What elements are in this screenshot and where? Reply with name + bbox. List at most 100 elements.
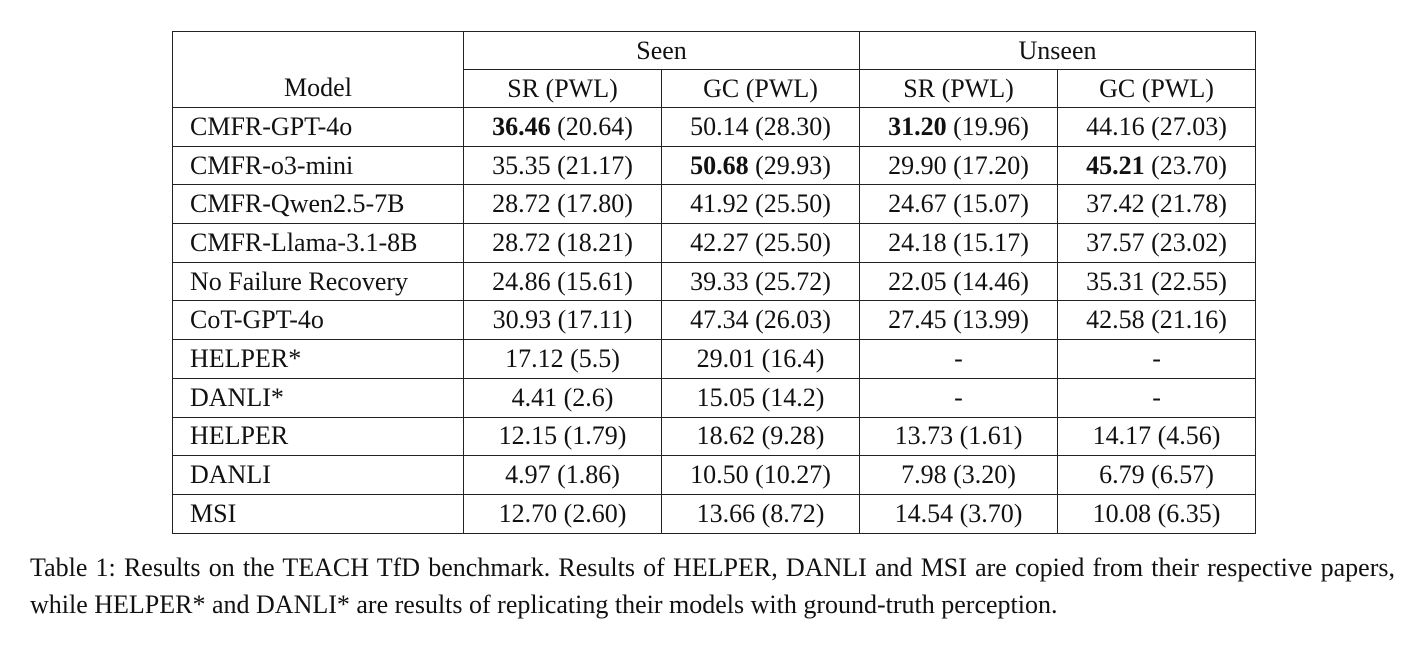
pwl-value: (6.57) — [1144, 460, 1214, 490]
table-row: CoT-GPT-4o 30.93 (17.11) 47.34 (26.03) 27.4… — [172, 300, 1257, 341]
score-value: - — [1152, 343, 1161, 373]
model-name-cell: CMFR-GPT-4o — [172, 107, 464, 147]
score-cell: 45.21 (23.70) — [1057, 146, 1257, 186]
score-cell: 4.97 (1.86) — [463, 455, 662, 495]
score-cell: 35.31 (22.55) — [1057, 262, 1257, 302]
score-value: 45.21 — [1086, 150, 1145, 180]
pwl-value: (5.5) — [563, 343, 620, 373]
score-value: 7.98 — [901, 460, 947, 490]
pwl-value: (17.11) — [551, 305, 633, 335]
table-row: CMFR-Qwen2.5-7B 28.72 (17.80) 41.92 (25.50… — [172, 184, 1257, 225]
score-value: 4.41 — [511, 382, 558, 412]
pwl-value: (25.72) — [748, 266, 831, 296]
score-cell: 47.34 (26.03) — [661, 300, 861, 341]
model-name-cell: CoT-GPT-4o — [172, 300, 464, 341]
score-cell: 50.14 (28.30) — [661, 107, 861, 147]
model-name-cell: No Failure Recovery — [172, 262, 464, 302]
score-cell: 29.90 (17.20) — [859, 146, 1059, 186]
pwl-value: (1.86) — [550, 460, 620, 490]
score-cell: 22.05 (14.46) — [859, 262, 1059, 302]
score-value: 6.79 — [1099, 460, 1145, 490]
pwl-value: (1.61) — [953, 421, 1023, 451]
table-row: DANLI* 4.41 (2.6) 15.05 (14.2) - - — [172, 378, 1257, 418]
score-cell: 14.17 (4.56) — [1057, 417, 1257, 457]
score-cell: 44.16 (27.03) — [1057, 107, 1257, 147]
group-header-unseen: Unseen — [859, 31, 1257, 70]
pwl-value: (18.21) — [550, 227, 633, 257]
pwl-value: (29.93) — [748, 150, 831, 180]
model-name-cell: DANLI* — [172, 378, 464, 418]
table-row: No Failure Recovery 24.86 (15.61) 39.33 (2… — [172, 262, 1257, 302]
pwl-value: (10.27) — [748, 460, 831, 490]
score-value: 35.31 — [1086, 266, 1145, 296]
results-table: Seen Unseen Model SR (PWL) GC (PWL) SR (… — [172, 31, 1257, 534]
score-cell: 28.72 (17.80) — [463, 184, 662, 225]
table-caption: Table 1: Results on the TEACH TfD benchm… — [30, 553, 1395, 619]
score-cell: 50.68 (29.93) — [661, 146, 861, 186]
score-value: 10.08 — [1092, 498, 1152, 528]
score-value: 22.05 — [888, 266, 947, 296]
score-cell: 14.54 (3.70) — [859, 494, 1059, 534]
pwl-value: (20.64) — [550, 111, 633, 141]
score-value: 14.54 — [894, 498, 954, 528]
column-header-unseen-gc: GC (PWL) — [1057, 69, 1257, 108]
pwl-value: (22.55) — [1144, 266, 1227, 296]
score-cell: - — [859, 339, 1059, 379]
score-cell: 4.41 (2.6) — [463, 378, 662, 418]
model-name-cell: DANLI — [172, 455, 464, 495]
score-cell: 37.42 (21.78) — [1057, 184, 1257, 225]
model-name-cell: CMFR-Llama-3.1-8B — [172, 223, 464, 263]
score-cell: 6.79 (6.57) — [1057, 455, 1257, 495]
pwl-value: (16.4) — [755, 343, 825, 373]
score-value: 44.16 — [1086, 111, 1145, 141]
table-row: CMFR-GPT-4o 36.46 (20.64) 50.14 (28.30) 31.… — [172, 107, 1257, 147]
score-cell: 39.33 (25.72) — [661, 262, 861, 302]
score-cell: 35.35 (21.17) — [463, 146, 662, 186]
pwl-value: (1.79) — [557, 421, 627, 451]
pwl-value: (15.17) — [946, 227, 1029, 257]
pwl-value: (15.61) — [550, 266, 633, 296]
model-name-cell: HELPER* — [172, 339, 464, 379]
score-cell: 7.98 (3.20) — [859, 455, 1059, 495]
score-value: 42.27 — [690, 227, 749, 257]
score-value: 36.46 — [492, 111, 551, 141]
score-value: 24.67 — [888, 189, 947, 219]
pwl-value: (13.99) — [946, 305, 1029, 335]
score-cell: - — [1057, 378, 1257, 418]
score-cell: 36.46 (20.64) — [463, 107, 662, 147]
score-value: 14.17 — [1092, 421, 1152, 451]
model-name-cell: CMFR-Qwen2.5-7B — [172, 184, 464, 225]
score-value: 12.70 — [498, 498, 558, 528]
table-body: CMFR-GPT-4o 36.46 (20.64) 50.14 (28.30) 31.… — [172, 107, 1257, 534]
pwl-value: (15.07) — [946, 189, 1029, 219]
model-name-cell: CMFR-o3-mini — [172, 146, 464, 186]
score-cell: 12.15 (1.79) — [463, 417, 662, 457]
table-row: HELPER 12.15 (1.79) 18.62 (9.28) 13.73 (1.6… — [172, 417, 1257, 457]
score-value: 31.20 — [888, 111, 947, 141]
column-header-unseen-sr: SR (PWL) — [859, 69, 1059, 108]
pwl-value: (28.30) — [748, 111, 831, 141]
group-header-row: Seen Unseen — [172, 31, 1257, 70]
score-cell: 41.92 (25.50) — [661, 184, 861, 225]
pwl-value: (21.78) — [1144, 189, 1227, 219]
score-cell: 13.66 (8.72) — [661, 494, 861, 534]
column-header-seen-gc: GC (PWL) — [661, 69, 861, 108]
score-value: 27.45 — [888, 305, 947, 335]
score-cell: 42.58 (21.16) — [1057, 300, 1257, 341]
pwl-value: (21.16) — [1144, 305, 1227, 335]
score-cell: 12.70 (2.60) — [463, 494, 662, 534]
model-name-cell: HELPER — [172, 417, 464, 457]
score-value: 28.72 — [492, 227, 551, 257]
score-value: 13.73 — [894, 421, 954, 451]
pwl-value: (14.46) — [946, 266, 1029, 296]
pwl-value: (17.80) — [550, 189, 633, 219]
header-corner — [172, 31, 464, 70]
score-value: 17.12 — [505, 343, 564, 373]
pwl-value: (23.02) — [1144, 227, 1227, 257]
score-value: 41.92 — [690, 189, 749, 219]
pwl-value: (27.03) — [1144, 111, 1227, 141]
pwl-value: (9.28) — [755, 421, 825, 451]
score-cell: 24.67 (15.07) — [859, 184, 1059, 225]
score-cell: 17.12 (5.5) — [463, 339, 662, 379]
pwl-value: (21.17) — [550, 150, 633, 180]
